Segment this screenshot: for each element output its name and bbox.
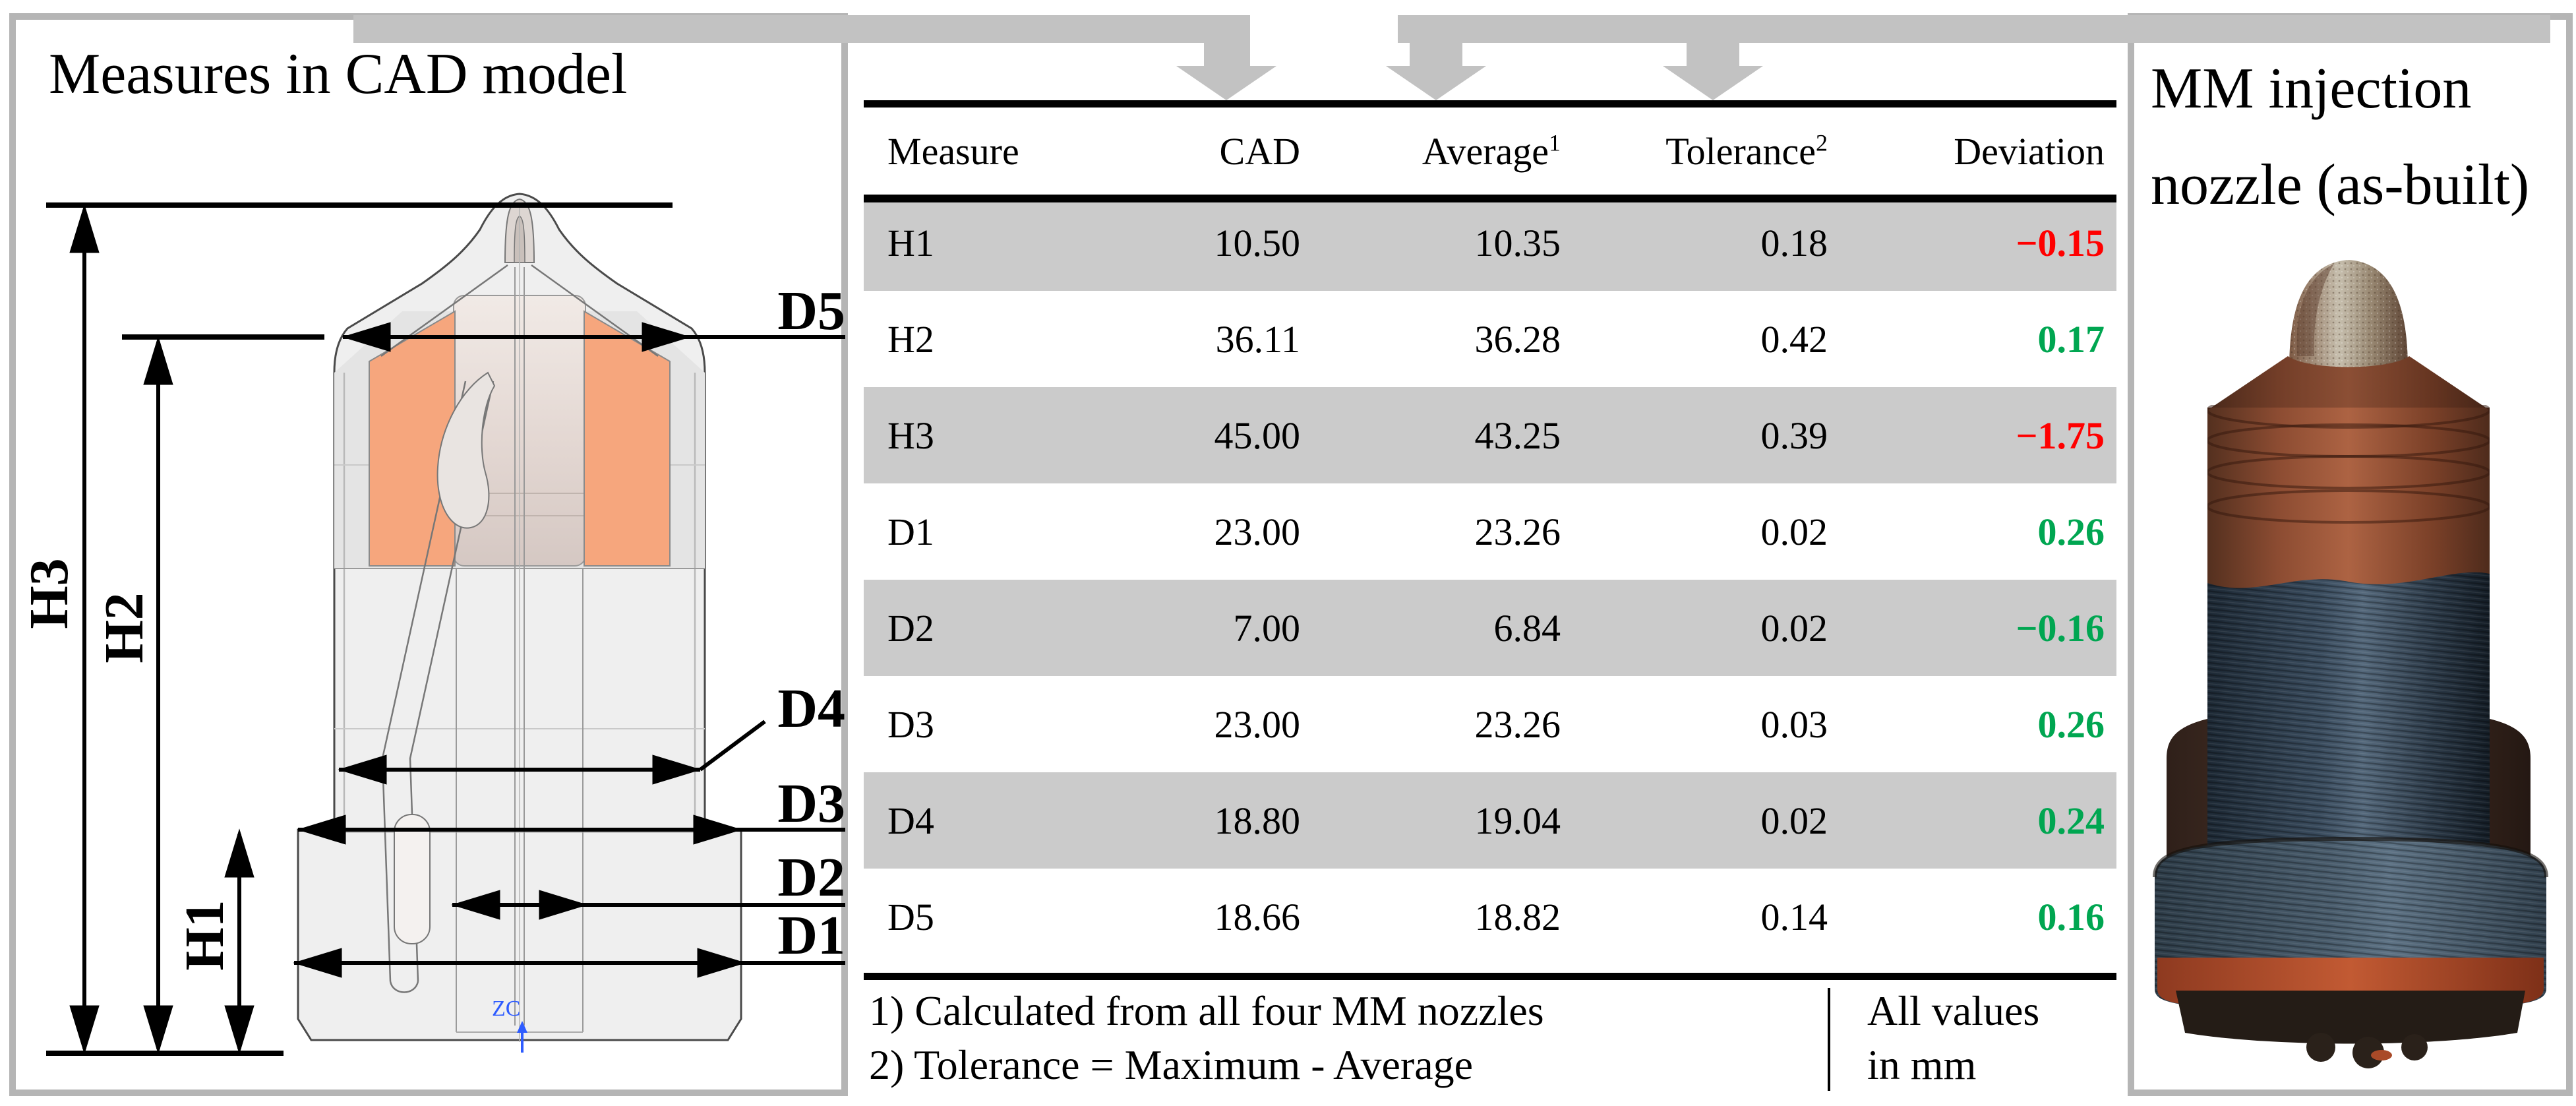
left-panel-title: Measures in CAD model [49, 42, 628, 106]
column-header-average: Average1 [1422, 129, 1561, 173]
cell-tolerance: 0.42 [1760, 317, 1828, 361]
cell-tolerance: 0.02 [1760, 799, 1828, 842]
cell-average: 10.35 [1474, 221, 1561, 264]
table-rule-top [864, 100, 2116, 108]
cell-deviation: −0.16 [2016, 606, 2105, 650]
cell-tolerance: 0.03 [1760, 702, 1828, 746]
cell-cad: 23.00 [1214, 510, 1301, 553]
cell-deviation: −0.15 [2016, 221, 2105, 264]
cell-cad: 18.66 [1214, 895, 1301, 938]
footnote-1: 1) Calculated from all four MM nozzles [869, 987, 1544, 1034]
down-arrow-icon [1176, 66, 1276, 100]
right-panel-title-line1: MM injection [2151, 57, 2472, 121]
cell-average: 23.26 [1474, 702, 1561, 746]
table-rule-header [864, 195, 2116, 202]
cell-measure: H3 [887, 414, 934, 457]
cell-deviation: −1.75 [2016, 414, 2105, 457]
footnote-divider [1828, 988, 1830, 1091]
cell-measure: D4 [887, 799, 934, 842]
column-header-tolerance: Tolerance2 [1665, 129, 1828, 173]
down-arrow-icon [1663, 66, 1763, 100]
cell-cad: 23.00 [1214, 702, 1301, 746]
cell-cad: 18.80 [1214, 799, 1301, 842]
column-header-deviation: Deviation [1954, 129, 2105, 173]
cell-deviation: 0.16 [2037, 895, 2105, 938]
table-row: D3 23.00 23.26 0.03 0.26 [864, 676, 2116, 772]
cell-deviation: 0.24 [2037, 799, 2105, 842]
cell-tolerance: 0.14 [1760, 895, 1828, 938]
cell-cad: 10.50 [1214, 221, 1301, 264]
cell-deviation: 0.26 [2037, 702, 2105, 746]
table-row: H2 36.11 36.28 0.42 0.17 [864, 291, 2116, 387]
column-header-measure: Measure [887, 129, 1019, 173]
cell-measure: D3 [887, 702, 934, 746]
cell-measure: D1 [887, 510, 934, 553]
cell-deviation: 0.17 [2037, 317, 2105, 361]
table-row: H3 45.00 43.25 0.39 −1.75 [864, 387, 2116, 483]
table-row: D4 18.80 19.04 0.02 0.24 [864, 772, 2116, 869]
cell-tolerance: 0.02 [1760, 510, 1828, 553]
cell-cad: 36.11 [1215, 317, 1300, 361]
table-row: D1 23.00 23.26 0.02 0.26 [864, 483, 2116, 580]
cell-cad: 7.00 [1233, 606, 1301, 650]
cell-average: 18.82 [1474, 895, 1561, 938]
down-arrow-icon [1204, 40, 1250, 67]
cell-average: 43.25 [1474, 414, 1561, 457]
cell-measure: D2 [887, 606, 934, 650]
table-row: D5 18.66 18.82 0.14 0.16 [864, 869, 2116, 965]
units-note-line2: in mm [1867, 1041, 1977, 1088]
cell-average: 36.28 [1474, 317, 1561, 361]
units-note-line1: All values [1867, 987, 2040, 1034]
table-header-row: Measure CAD Average1 Tolerance2 Deviatio… [864, 108, 2116, 195]
table-row: H1 10.50 10.35 0.18 −0.15 [864, 195, 2116, 291]
flow-band-right [1398, 15, 2550, 43]
table-row: D2 7.00 6.84 0.02 −0.16 [864, 580, 2116, 676]
right-panel-title: MM injection nozzle (as-built) [2151, 41, 2529, 233]
footnote-ref-1: 1 [1549, 129, 1561, 156]
down-arrow-icon [1687, 40, 1739, 67]
right-panel-title-line2: nozzle (as-built) [2151, 153, 2530, 217]
cell-tolerance: 0.18 [1760, 221, 1828, 264]
table-footnotes: 1) Calculated from all four MM nozzles 2… [869, 984, 1544, 1092]
cad-model-panel [9, 13, 848, 1096]
cell-average: 19.04 [1474, 799, 1561, 842]
down-arrow-icon [1386, 66, 1486, 100]
cell-cad: 45.00 [1214, 414, 1301, 457]
cell-measure: H2 [887, 317, 934, 361]
measurement-table: Measure CAD Average1 Tolerance2 Deviatio… [864, 108, 2116, 965]
column-header-cad: CAD [1219, 129, 1300, 173]
cell-average: 6.84 [1493, 606, 1561, 650]
footnote-2: 2) Tolerance = Maximum - Average [869, 1041, 1474, 1088]
down-arrow-icon [1410, 40, 1462, 67]
cell-tolerance: 0.39 [1760, 414, 1828, 457]
cell-deviation: 0.26 [2037, 510, 2105, 553]
cell-tolerance: 0.02 [1760, 606, 1828, 650]
cell-average: 23.26 [1474, 510, 1561, 553]
table-rule-bottom [864, 973, 2116, 980]
flow-band-left [353, 15, 1250, 43]
footnote-ref-2: 2 [1816, 129, 1828, 156]
units-note: All values in mm [1867, 984, 2039, 1092]
cell-measure: H1 [887, 221, 934, 264]
cell-measure: D5 [887, 895, 934, 938]
